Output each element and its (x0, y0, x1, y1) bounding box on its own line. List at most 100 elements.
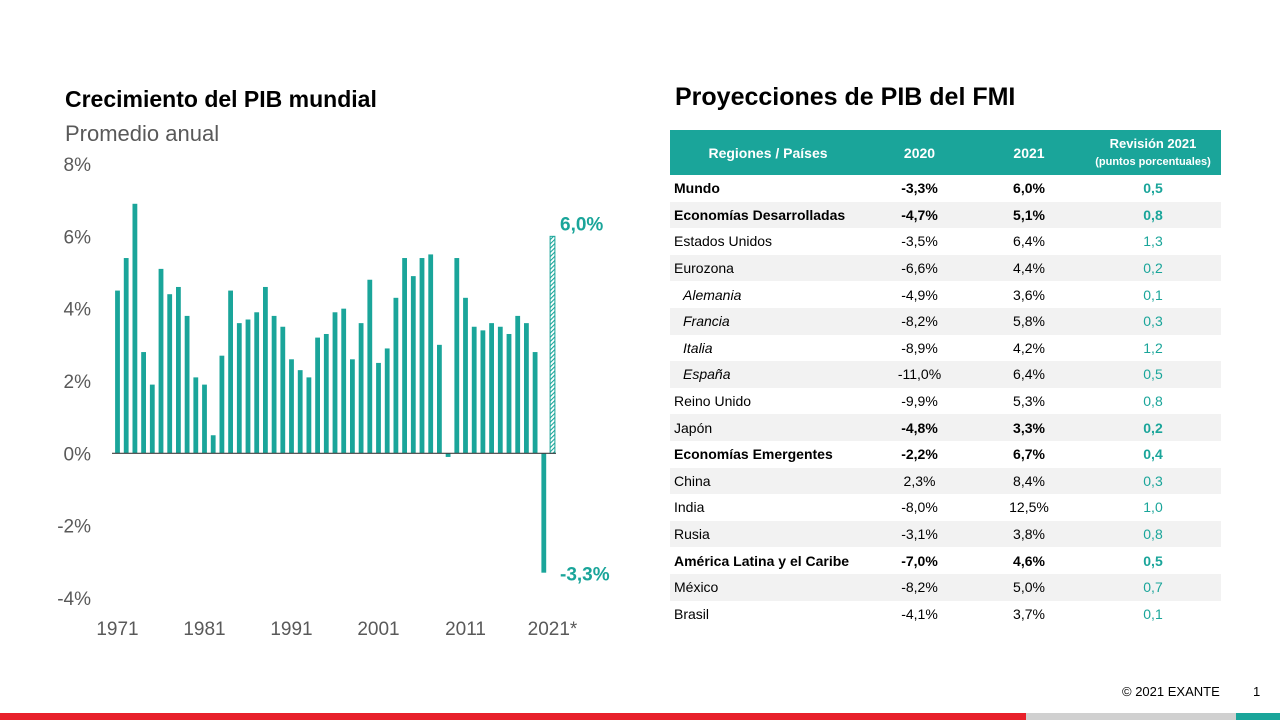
bar (132, 203, 138, 454)
bar (254, 312, 260, 454)
row-revision: 0,8 (1143, 393, 1163, 410)
bar (210, 435, 216, 454)
row-2021: 6,7% (1013, 446, 1045, 463)
table-row: Japón -4,8% 3,3% 0,2 (670, 414, 1221, 441)
row-2020: -3,5% (901, 233, 938, 250)
data-label: -3,3% (560, 565, 610, 586)
bar (123, 258, 129, 454)
data-label: 6,0% (560, 214, 603, 235)
row-name: Economías Emergentes (674, 446, 833, 463)
footer-red-stripe (0, 713, 1026, 720)
row-name: América Latina y el Caribe (674, 552, 850, 569)
row-revision: 0,2 (1085, 254, 1221, 282)
row-2020: -8,9% (901, 339, 938, 356)
bar (489, 323, 494, 454)
bar (497, 326, 503, 454)
row-revision: 0,5 (1143, 552, 1163, 569)
bar (437, 344, 442, 454)
row-name: Alemania (683, 286, 742, 303)
row-name: Mundo (674, 180, 720, 197)
header-region: Regiones / Países (670, 130, 866, 175)
table-row: México -8,2% 5,0% 0,7 (670, 573, 1221, 601)
table-row: Rusia -3,1% 3,8% 0,8 (670, 520, 1221, 548)
bar (115, 290, 120, 454)
x-tick-label: 2011 (445, 619, 486, 640)
row-2020: -4,8% (866, 414, 973, 441)
row-2021: 12,5% (1009, 499, 1049, 516)
bar (306, 377, 312, 454)
row-2020: -6,6% (866, 254, 973, 282)
bar (419, 258, 425, 454)
table-row: Estados Unidos -3,5% 6,4% 1,3 (670, 228, 1221, 255)
bar (393, 297, 399, 454)
row-revision: 0,5 (1143, 180, 1163, 197)
row-2020: -8,2% (866, 307, 973, 335)
row-2020: -3,1% (866, 520, 973, 548)
bar (549, 235, 556, 454)
bar (376, 362, 381, 454)
row-revision: 0,8 (1085, 520, 1221, 548)
header-2021: 2021 (973, 130, 1085, 175)
row-name: España (670, 361, 866, 388)
bar (149, 384, 155, 454)
bar (506, 333, 512, 454)
table-row: Francia -8,2% 5,8% 0,3 (670, 307, 1221, 335)
x-tick-label: 2001 (357, 619, 399, 640)
bar (480, 330, 486, 454)
row-name: India (674, 499, 705, 516)
y-tick-label: 6% (64, 227, 92, 248)
table-title: Proyecciones de PIB del FMI (675, 83, 1016, 111)
bar (384, 348, 390, 454)
y-tick-label: 4% (64, 300, 92, 321)
row-revision: 0,3 (1085, 307, 1221, 335)
row-2021: 6,4% (973, 361, 1085, 388)
gdp-growth-chart: 8% 6% 4% 2% 0% -2% -4%1971 1981 1991 2001 2011 2021… (57, 155, 610, 640)
row-revision: 1,3 (1143, 233, 1163, 250)
row-revision: 1,0 (1143, 499, 1163, 516)
bar (167, 294, 173, 454)
row-2020: -4,1% (901, 605, 938, 622)
bar (410, 276, 416, 454)
table-header-row: Regiones / Países 2020 2021 Revisión 202… (670, 130, 1221, 175)
x-tick-label: 1981 (183, 619, 225, 640)
header-revision-label: Revisión 2021 (1109, 135, 1197, 151)
row-2020: -4,9% (901, 286, 938, 303)
bar (532, 352, 538, 454)
row-name: Eurozona (670, 254, 866, 282)
row-name: Reino Unido (674, 393, 752, 410)
x-tick-label: 2021* (528, 619, 578, 640)
bar (367, 279, 373, 454)
bar (541, 453, 547, 573)
table-row: Brasil -4,1% 3,7% 0,1 (670, 601, 1221, 628)
imf-projections-table: Regiones / Países 2020 2021 Revisión 202… (670, 130, 1221, 627)
footer-teal-stripe (1236, 713, 1280, 720)
x-tick-label: 1991 (270, 619, 312, 640)
table-row: Reino Unido -9,9% 5,3% 0,8 (670, 388, 1221, 415)
bar (193, 377, 199, 454)
bar (184, 315, 190, 454)
row-2021: 3,7% (1013, 605, 1045, 622)
bar (141, 352, 146, 454)
bar (236, 323, 242, 454)
header-revision-sub: (puntos porcentuales) (1095, 155, 1211, 168)
row-2021: 5,0% (973, 573, 1085, 601)
table-row: Mundo -3,3% 6,0% 0,5 (670, 175, 1221, 202)
row-name: China (670, 467, 866, 495)
row-2021: 6,0% (1013, 180, 1045, 197)
row-revision: 0,2 (1085, 414, 1221, 441)
row-2020: -8,2% (866, 573, 973, 601)
row-revision: 1,2 (1143, 339, 1163, 356)
row-2021: 4,4% (973, 254, 1085, 282)
table-row: Eurozona -6,6% 4,4% 0,2 (670, 254, 1221, 282)
row-2020: -8,0% (901, 499, 938, 516)
x-tick-label: 1971 (96, 619, 138, 640)
row-name: Rusia (670, 520, 866, 548)
row-2020: -11,0% (866, 361, 973, 388)
row-name: Japón (670, 414, 866, 441)
row-name: México (670, 573, 866, 601)
header-2020: 2020 (866, 130, 973, 175)
row-2020: -7,0% (901, 552, 938, 569)
bar (515, 315, 521, 454)
bar (471, 326, 477, 454)
row-2021: 5,8% (973, 307, 1085, 335)
